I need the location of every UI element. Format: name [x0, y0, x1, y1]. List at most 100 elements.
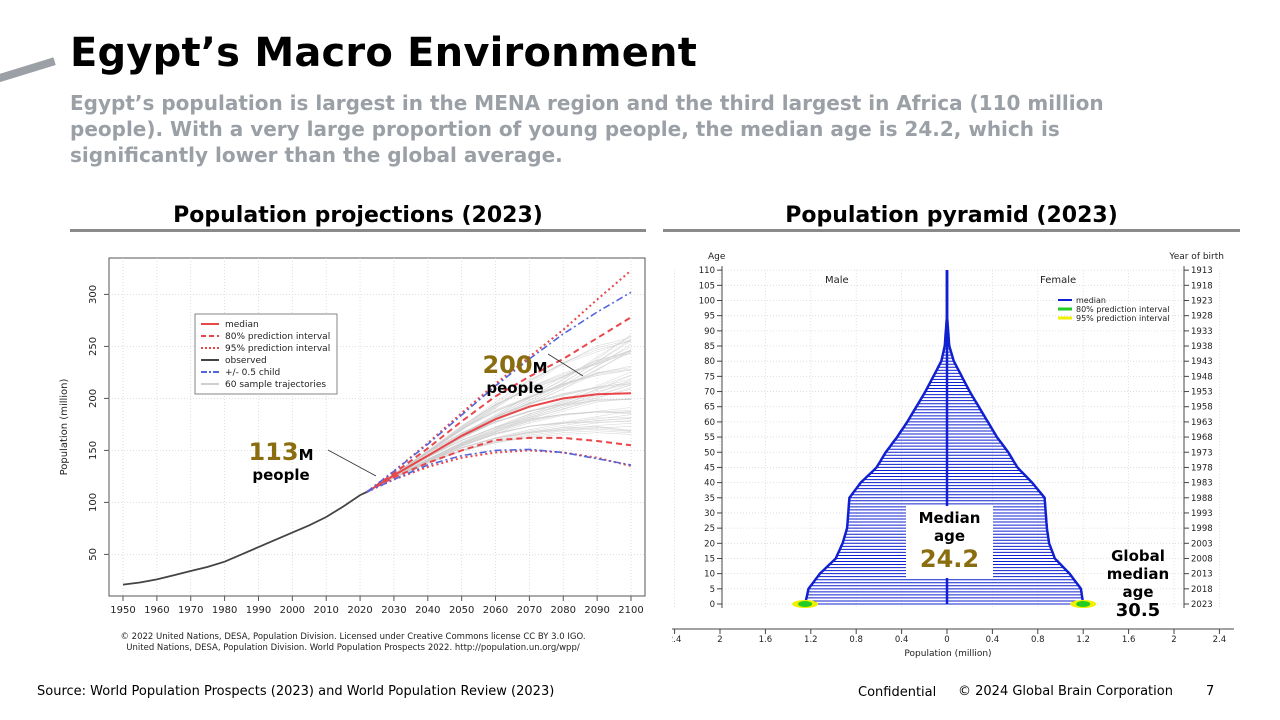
- median-series-line: [366, 392, 632, 493]
- pyramid-birth-year-label: 1948: [1191, 372, 1213, 382]
- legend-95-interval: 95% prediction interval: [225, 344, 330, 354]
- pyramid-age-tick-label: 45: [704, 463, 715, 473]
- pyramid-age-tick-label: 65: [704, 403, 715, 413]
- projection-x-tick-label: 2100: [618, 605, 643, 616]
- observed-series-line: [122, 491, 368, 586]
- legend-median: median: [225, 320, 259, 330]
- projection-x-tick-label: 2010: [313, 605, 338, 616]
- projection-x-tick-label: 2040: [415, 605, 440, 616]
- pyramid-birth-year-label: 2008: [1191, 554, 1213, 564]
- projection-x-tick-label: 1960: [144, 605, 169, 616]
- pyramid-age-tick-label: 110: [699, 266, 715, 276]
- page-title: Egypt’s Macro Environment: [70, 30, 698, 76]
- upper-80-series-line: [366, 316, 632, 493]
- pyramid-birth-year-label: 1958: [1191, 403, 1213, 413]
- pyramid-legend-80: 80% prediction interval: [1076, 305, 1170, 314]
- pyramid-legend: median 80% prediction interval 95% predi…: [1058, 296, 1170, 323]
- projection-credit-line-2: United Nations, DESA, Population Divisio…: [126, 643, 580, 652]
- projection-x-tick-label: 2050: [449, 605, 474, 616]
- pyramid-axes: 2.82.421.61.20.80.400.40.81.21.622.42.80…: [672, 266, 1234, 645]
- pyramid-male-label: Male: [825, 275, 849, 286]
- decorative-slash: [0, 57, 56, 88]
- footer-source: Source: World Population Prospects (2023…: [37, 684, 555, 699]
- left-section-heading: Population projections (2023): [173, 203, 543, 228]
- legend-observed: observed: [225, 356, 267, 366]
- pyramid-chart: 2.82.421.61.20.80.400.40.81.21.622.42.80…: [672, 252, 1234, 659]
- pyramid-birth-year-label: 1928: [1191, 312, 1213, 322]
- pyramid-female-label: Female: [1040, 275, 1076, 286]
- pyramid-birth-year-label: 2013: [1191, 570, 1213, 580]
- projection-x-tick-label: 2000: [280, 605, 305, 616]
- pyramid-x-tick-label: 2: [717, 635, 722, 645]
- pyramid-x-tick-label: 0: [944, 635, 949, 645]
- legend-half-child: +/- 0.5 child: [225, 368, 280, 378]
- pyramid-birth-year-label: 1988: [1191, 494, 1213, 504]
- pyramid-x-tick-label: 1.6: [759, 635, 773, 645]
- pyramid-age-tick-label: 35: [704, 494, 715, 504]
- pyramid-bars: [792, 270, 1097, 608]
- footer-confidential: Confidential: [858, 685, 937, 700]
- pyramid-x-tick-label: 0.4: [895, 635, 909, 645]
- pyramid-age-tick-label: 10: [704, 570, 715, 580]
- pyramid-birth-year-label: 1983: [1191, 479, 1213, 489]
- projection-x-tick-label: 2030: [381, 605, 406, 616]
- pyramid-age-tick-label: 5: [710, 585, 715, 595]
- median-age-value: 24.2: [919, 545, 980, 573]
- pyramid-birth-year-label: 1978: [1191, 463, 1213, 473]
- right-section-heading: Population pyramid (2023): [785, 203, 1118, 228]
- pyramid-x-tick-label: 1.6: [1122, 635, 1136, 645]
- pyramid-legend-95: 95% prediction interval: [1076, 314, 1170, 323]
- projection-axes: 1950 1960 1970 1980 1990 2000 2010 2020 2030 2040…: [88, 285, 644, 616]
- pyramid-age-tick-label: 50: [704, 448, 715, 458]
- pyramid-age-tick-label: 25: [704, 524, 715, 534]
- pyramid-birth-axis-title: Year of birth: [1168, 252, 1224, 262]
- pyramid-birth-year-label: 1953: [1191, 388, 1213, 398]
- projection-x-tick-label: 1950: [110, 605, 135, 616]
- lower-80-series-line: [366, 436, 632, 493]
- pyramid-legend-median: median: [1076, 296, 1106, 305]
- legend-trajectories: 60 sample trajectories: [225, 380, 326, 390]
- global-median-age-label: Global median age: [1106, 547, 1170, 601]
- projection-y-tick-label: 100: [88, 493, 99, 512]
- pyramid-age-axis-title: Age: [708, 252, 726, 262]
- pyramid-birth-year-label: 1938: [1191, 342, 1213, 352]
- projection-grid: [109, 258, 645, 596]
- callout-113-leader: [327, 449, 377, 477]
- pyramid-age-tick-label: 70: [704, 388, 715, 398]
- global-median-age: Global median age 30.5: [1100, 547, 1176, 621]
- footer-page-number: 7: [1206, 684, 1215, 699]
- projection-x-tick-label: 2090: [584, 605, 609, 616]
- pyramid-x-tick-label: 2: [1171, 635, 1176, 645]
- pyramid-birth-year-label: 1923: [1191, 297, 1213, 307]
- pyramid-x-tick-label: 2.4: [1213, 635, 1227, 645]
- pyramid-age-tick-label: 30: [704, 509, 715, 519]
- legend-80-interval: 80% prediction interval: [225, 332, 330, 342]
- male-80-interval-marker: [798, 601, 813, 607]
- right-section-rule: [663, 229, 1240, 232]
- pyramid-age-tick-label: 40: [704, 479, 715, 489]
- callout-113-label: people: [252, 466, 310, 484]
- pyramid-birth-year-label: 1913: [1191, 266, 1213, 276]
- projection-y-tick-label: 50: [88, 548, 99, 561]
- pyramid-birth-year-label: 2018: [1191, 585, 1213, 595]
- sample-trajectory: [366, 399, 632, 493]
- projection-x-tick-label: 2020: [347, 605, 372, 616]
- projection-chart: 1950 1960 1970 1980 1990 2000 2010 2020 2030 2040…: [59, 257, 646, 652]
- projection-x-tick-label: 1990: [246, 605, 271, 616]
- upper-95-series-line: [366, 269, 632, 493]
- callout-200: 200M people: [472, 351, 558, 397]
- pyramid-birth-year-label: 1998: [1191, 524, 1213, 534]
- pyramid-birth-year-label: 1918: [1191, 281, 1213, 291]
- projection-series: [122, 269, 632, 586]
- female-80-interval-marker: [1076, 601, 1091, 607]
- footer-copyright: © 2024 Global Brain Corporation: [958, 684, 1173, 699]
- median-age-box: Median age 24.2: [906, 506, 993, 578]
- projection-x-tick-label: 2080: [551, 605, 576, 616]
- pyramid-x-tick-label: 2.4: [672, 635, 681, 645]
- projection-legend: median 80% prediction interval 95% predi…: [194, 313, 338, 395]
- pyramid-age-tick-label: 95: [704, 312, 715, 322]
- callout-113: 113M people: [238, 438, 324, 484]
- pyramid-age-tick-label: 75: [704, 372, 715, 382]
- projection-x-tick-label: 1980: [212, 605, 237, 616]
- pyramid-birth-year-label: 1973: [1191, 448, 1213, 458]
